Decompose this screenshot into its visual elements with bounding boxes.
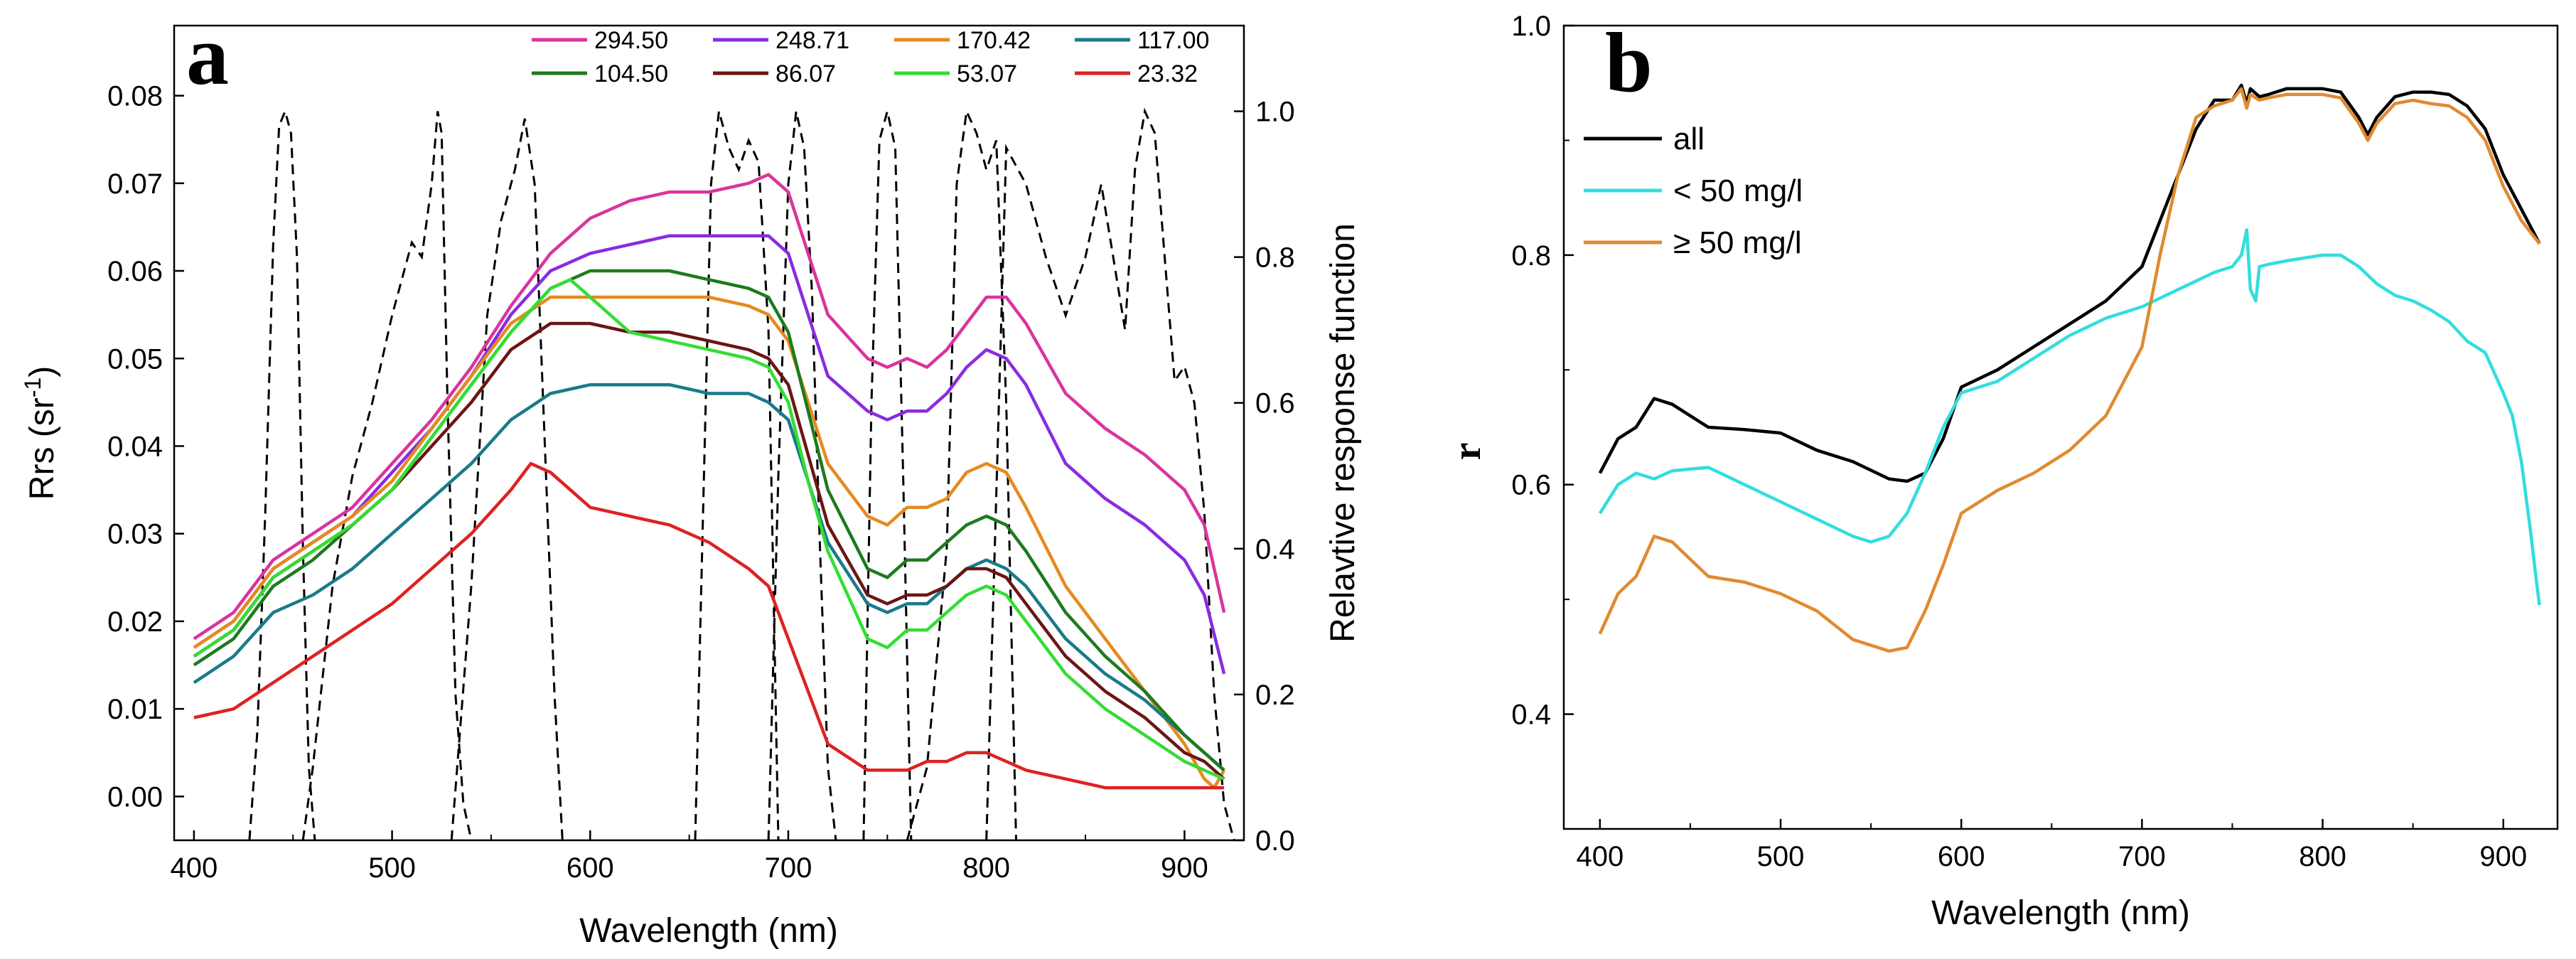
- y-tick-label: 0.08: [107, 81, 163, 112]
- series-line-23-32: [193, 461, 1225, 790]
- panel-b-y-axis-title: r: [1445, 443, 1489, 461]
- y-tick-label: 0.6: [1511, 470, 1551, 501]
- y2-tick-label: 0.0: [1255, 825, 1295, 857]
- series-line-248-71: [193, 234, 1226, 675]
- x-tick-label: 800: [2299, 841, 2346, 872]
- y-tick-label: 0.07: [107, 168, 163, 200]
- legend-entry-label: < 50 mg/l: [1673, 173, 1803, 208]
- panel-b-chart: 400 500 600 700 800 900 0.4 0.6 0.8 1.0 b Wavele…: [1445, 11, 2559, 932]
- panel-a-y2-axis-title: Relavtive response function: [1324, 223, 1362, 643]
- panel-a-plot-frame: [173, 24, 1245, 842]
- panel-a-y-ticks: 0.00 0.01 0.02 0.03 0.04 0.05 0.06 0.07 0.08: [107, 81, 184, 813]
- panel-a-y2-ticks: 0.0 0.2 0.4 0.6 0.8 1.0: [1234, 97, 1295, 857]
- y2-tick-label: 0.8: [1255, 242, 1295, 274]
- y-tick-label: 0.03: [107, 519, 163, 550]
- legend-entry-label: 117.00: [1137, 27, 1209, 54]
- series-line-117-00: [193, 382, 1225, 772]
- panel-a-legend: 294.50 248.71 170.42 117.00 104.50 86.07 53.07…: [532, 27, 1209, 87]
- x-tick-label: 400: [170, 852, 218, 884]
- y-tick-label: 0.4: [1511, 700, 1551, 731]
- legend-entry-label: 248.71: [776, 27, 849, 54]
- legend-entry-label: 104.50: [594, 60, 668, 87]
- legend-entry-label: 23.32: [1137, 60, 1198, 87]
- legend-entry-label: all: [1673, 122, 1705, 156]
- panel-b-series-lines: [1598, 83, 2541, 653]
- srf-band-8: [985, 107, 1235, 841]
- y2-tick-label: 0.2: [1255, 680, 1295, 711]
- x-tick-label: 500: [1757, 841, 1805, 872]
- panel-b-y-ticks: 0.4 0.6 0.8 1.0: [1511, 11, 1574, 731]
- legend-entry-label: 53.07: [957, 60, 1017, 87]
- srf-band-7: [906, 107, 1017, 841]
- panel-b-x-axis-title: Wavelength (nm): [1931, 894, 2190, 932]
- y-tick-label: 0.06: [107, 256, 163, 287]
- series-line-170-42: [193, 295, 1226, 790]
- y-tick-label: 0.02: [107, 606, 163, 638]
- y-tick-label: 0.00: [107, 781, 163, 813]
- x-tick-label: 900: [1161, 852, 1208, 884]
- legend-entry-label: 170.42: [957, 27, 1031, 54]
- x-tick-label: 700: [765, 852, 812, 884]
- x-tick-label: 700: [2118, 841, 2166, 872]
- panel-a-label: a: [186, 8, 229, 102]
- series-line-86-07: [193, 321, 1225, 781]
- series-line-53-07: [193, 278, 1225, 781]
- y-tick-label: 0.04: [107, 431, 163, 462]
- y-tick-label: 1.0: [1511, 11, 1551, 42]
- y2-tick-label: 0.4: [1255, 534, 1295, 565]
- series-line-1: [1598, 83, 2541, 483]
- y-tick-label: 0.05: [107, 343, 163, 375]
- panel-b-legend: all < 50 mg/l ≥ 50 mg/l: [1584, 122, 1803, 260]
- x-tick-label: 400: [1576, 841, 1624, 872]
- panel-a-x-ticks: 400 500 600 700 800 900: [170, 830, 1208, 884]
- panel-a-y-axis-title: Rrs (sr-1): [20, 366, 61, 500]
- y2-tick-label: 0.6: [1255, 388, 1295, 419]
- panel-b-x-ticks: 400 500 600 700 800 900: [1576, 819, 2527, 872]
- panel-b-label: b: [1605, 15, 1653, 109]
- x-tick-label: 600: [567, 852, 614, 884]
- legend-entry-label: 294.50: [594, 27, 668, 54]
- srf-band-6: [862, 111, 913, 841]
- y-tick-label: 0.01: [107, 694, 163, 725]
- x-tick-label: 800: [962, 852, 1010, 884]
- y-tick-label: 0.8: [1511, 240, 1551, 272]
- panel-a-chart: 400 500 600 700 800 900 0.000.010.020.030.040…: [20, 8, 1362, 950]
- panel-b-plot-frame: [1562, 24, 2559, 830]
- series-line-2: [1598, 228, 2541, 606]
- legend-entry-label: ≥ 50 mg/l: [1673, 225, 1802, 260]
- x-tick-label: 600: [1938, 841, 1985, 872]
- panel-a-x-axis-title: Wavelength (nm): [579, 912, 838, 950]
- y2-tick-label: 1.0: [1255, 97, 1295, 128]
- series-line-3: [1598, 87, 2541, 653]
- x-tick-label: 500: [368, 852, 416, 884]
- srf-band-2: [301, 111, 473, 841]
- x-tick-label: 900: [2479, 841, 2527, 872]
- series-line-294-50: [193, 173, 1226, 641]
- panel-a-series-lines: [193, 173, 1226, 790]
- legend-entry-label: 86.07: [776, 60, 836, 87]
